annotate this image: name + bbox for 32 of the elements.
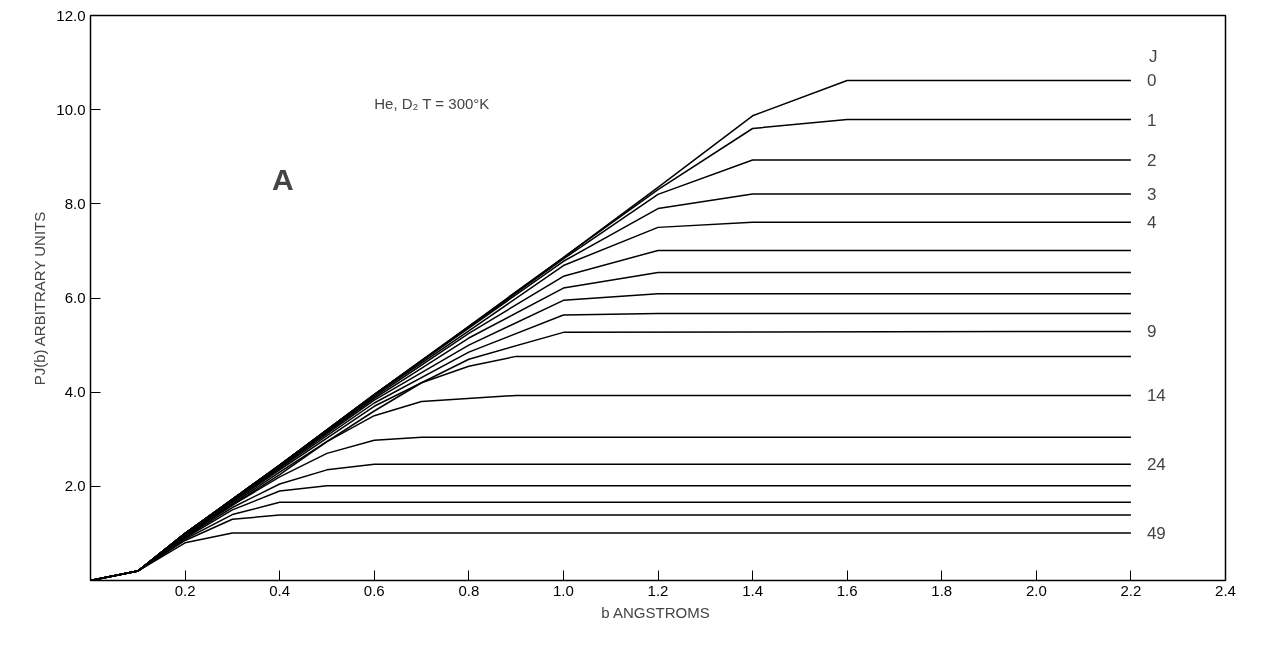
series-label: 3 (1146, 184, 1157, 204)
y-tick-label: 6.0 (64, 289, 86, 306)
x-tick-label: 2.4 (1215, 581, 1236, 599)
y-tick-label: 8.0 (64, 194, 86, 212)
y-tick-label: 10.0 (56, 100, 86, 118)
series-label: 1 (1146, 110, 1157, 130)
x-tick-label: 0.4 (269, 581, 291, 599)
series-label: 14 (1146, 386, 1166, 406)
series-label: 49 (1146, 523, 1166, 543)
y-axis-title: PJ(b) ARBITRARY UNITS (31, 211, 49, 386)
series-label: 24 (1146, 455, 1166, 475)
x-tick-label: 0.2 (174, 581, 196, 599)
x-tick-label: 1.2 (647, 581, 669, 599)
x-tick-label: 0.6 (363, 581, 385, 599)
legend-title: J (1148, 46, 1158, 66)
series-label: 2 (1146, 151, 1157, 171)
series-label: 0 (1146, 71, 1157, 91)
y-tick-label: 12.0 (56, 6, 86, 24)
x-tick-label: 1.0 (552, 581, 574, 599)
y-tick-label: 2.0 (64, 477, 86, 495)
series-label: 4 (1146, 213, 1157, 233)
x-tick-label: 2.0 (1025, 581, 1047, 599)
annotation: A (272, 163, 294, 197)
x-axis-title: b ANGSTROMS (601, 603, 710, 621)
annotation: He, D₂ T = 300°K (374, 94, 490, 112)
x-tick-label: 2.2 (1120, 581, 1142, 599)
series-label: 9 (1146, 322, 1157, 342)
x-tick-label: 1.8 (931, 581, 953, 599)
x-tick-label: 0.8 (458, 581, 480, 599)
x-tick-label: 1.6 (836, 581, 858, 599)
y-tick-label: 4.0 (64, 383, 86, 401)
x-tick-label: 1.4 (742, 581, 764, 599)
